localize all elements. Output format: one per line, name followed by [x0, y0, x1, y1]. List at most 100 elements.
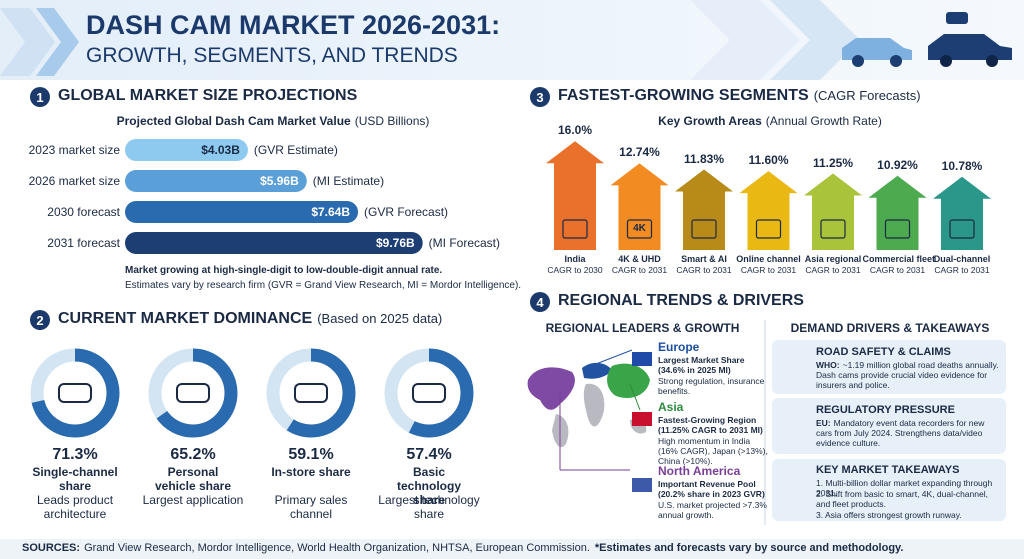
takeaway-item: 1. Multi-billion dollar market expanding…	[816, 478, 993, 498]
section-note: (CAGR Forecasts)	[813, 88, 921, 103]
donut-desc: Primary sales channel	[274, 493, 348, 521]
chart-title: Key Growth Areas (Annual Growth Rate)	[530, 114, 1010, 128]
donut-desc: Leads product architecture	[36, 493, 114, 521]
bar-source: (GVR Forecast)	[364, 205, 449, 219]
takeaway-item: 3. Asia offers strongest growth runway.	[816, 510, 962, 520]
section-heading: REGIONAL TRENDS & DRIVERS	[558, 292, 804, 310]
donut-value: 59.1%	[288, 446, 334, 463]
region-detail: U.S. market projected >7.3% annual growt…	[658, 500, 767, 520]
chevron	[770, 0, 860, 80]
takeaway-item: 2. Shift from basic to smart, 4K, dual-c…	[816, 489, 988, 509]
region-name: Asia	[658, 400, 684, 414]
section-title: REGIONAL TRENDS & DRIVERS	[558, 292, 804, 309]
donut-icon	[294, 383, 328, 403]
arrow-value: 11.83%	[683, 151, 725, 166]
chart-unit: (Annual Growth Rate)	[765, 114, 882, 128]
bar-label: 2023 market size	[28, 143, 120, 157]
donut-icon	[58, 383, 92, 403]
icon-frame	[691, 219, 717, 239]
arrow-label: 4K & UHD	[618, 254, 661, 264]
section-heading: CURRENT MARKET DOMINANCE (Based on 2025 d…	[58, 310, 442, 328]
driver-lead: EU:	[816, 418, 831, 428]
driver-box	[772, 340, 1006, 394]
donut-icon	[412, 383, 446, 403]
donut-arc	[266, 348, 356, 438]
chart-title-text: Key Growth Areas	[658, 114, 762, 128]
region-headline: Fastest-Growing Region (11.25% CAGR to 2…	[658, 415, 763, 435]
arrow-label: Commercial fleet	[862, 254, 936, 264]
donut-value: 65.2%	[170, 446, 216, 463]
arrow-label: Asia regional	[804, 254, 862, 264]
flag-asia	[632, 412, 652, 426]
arrow-sublabel: CAGR to 2031	[805, 265, 861, 275]
donut-desc: Largest application	[142, 493, 244, 507]
chevron	[36, 8, 79, 76]
bar-value: $4.03B	[201, 143, 240, 157]
flag-us	[632, 478, 652, 492]
driver-lead: WHO:	[816, 360, 840, 370]
icon-frame	[626, 219, 653, 239]
section-badge	[530, 87, 550, 107]
growth-arrow	[675, 169, 733, 250]
badge: 4K	[633, 223, 646, 234]
arrow-sublabel: CAGR to 2031	[676, 265, 732, 275]
takeaways-title: KEY MARKET TAKEAWAYS	[816, 464, 960, 476]
icon-frame	[755, 219, 782, 239]
section-heading: GLOBAL MARKET SIZE PROJECTIONS	[58, 87, 357, 105]
subtitle: GROWTH, SEGMENTS, AND TRENDS	[86, 44, 458, 67]
arrow-value: 12.74%	[619, 145, 660, 160]
section-number: 4	[536, 295, 544, 310]
bar-source: (GVR Estimate)	[253, 143, 338, 157]
footer-lead: SOURCES:	[22, 542, 81, 554]
arrow-sublabel: CAGR to 2031	[869, 265, 926, 275]
bar-value: $9.76B	[375, 236, 415, 250]
bar-label: 2026 market size	[28, 174, 120, 188]
donut-value: 57.4%	[406, 446, 452, 463]
bar	[125, 201, 359, 223]
growth-arrow	[933, 176, 991, 250]
regional-title: REGIONAL LEADERS & GROWTH	[545, 321, 740, 335]
chart-title: Projected Global Dash Cam Market Value (U…	[0, 114, 546, 128]
arrow-value: 11.60%	[748, 153, 789, 168]
region-detail: High momentum in India (16% CAGR), Japan…	[658, 436, 768, 466]
driver-text: EU: Mandatory event data recorders for ne…	[816, 418, 1002, 448]
takeaways-box	[772, 459, 1006, 521]
region-detail: Strong regulation, insurance benefits.	[658, 376, 765, 396]
bar-label: 2030 forecast	[47, 205, 120, 219]
section-title: FASTEST-GROWING SEGMENTS	[558, 87, 809, 104]
arrow-sublabel: CAGR to 2031	[740, 265, 797, 275]
chart-unit: (USD Billions)	[354, 114, 430, 128]
car-icon	[928, 12, 1012, 67]
section-title: CURRENT MARKET DOMINANCE	[58, 310, 313, 327]
section-number: 3	[536, 90, 543, 105]
driver-box	[772, 398, 1006, 454]
growth-arrow	[868, 175, 927, 250]
donut-label: Single-channel share	[32, 465, 118, 493]
arrow-label: India	[564, 254, 586, 264]
region-headline: Largest Market Share (34.6% in 2025 MI)	[658, 355, 745, 375]
donut-arc	[384, 348, 474, 438]
donut-value: 71.3%	[52, 446, 98, 463]
chart-title-text: Projected Global Dash Cam Market Value	[116, 114, 351, 128]
driver-title: ROAD SAFETY & CLAIMS	[816, 346, 951, 358]
chart-note: Market growing at high-single-digit to l…	[125, 265, 443, 276]
footer: SOURCES: Grand View Research, Mordor Inte…	[22, 542, 903, 554]
drivers-title: DEMAND DRIVERS & TAKEAWAYS	[790, 321, 990, 335]
bar	[125, 232, 423, 254]
driver-body: Mandatory event data recorders for new c…	[816, 418, 985, 448]
flag-eu	[632, 352, 652, 366]
section-badge	[530, 292, 550, 312]
section-number: 2	[36, 313, 43, 328]
footer-sources: Grand View Research, Mordor Intelligence…	[84, 542, 590, 554]
arrow-sublabel: CAGR to 2030	[547, 265, 603, 275]
donut-arc	[30, 348, 120, 438]
bar-value: $5.96B	[260, 174, 299, 188]
growth-arrow	[739, 171, 798, 250]
driver-body: ~1.19 million global road deaths annuall…	[816, 360, 999, 390]
arrow-label: Smart & AI	[681, 254, 727, 264]
donut-label: In-store share	[271, 465, 351, 479]
bar-value: $7.64B	[311, 205, 351, 219]
section-heading: FASTEST-GROWING SEGMENTS (CAGR Forecasts)	[558, 87, 921, 105]
